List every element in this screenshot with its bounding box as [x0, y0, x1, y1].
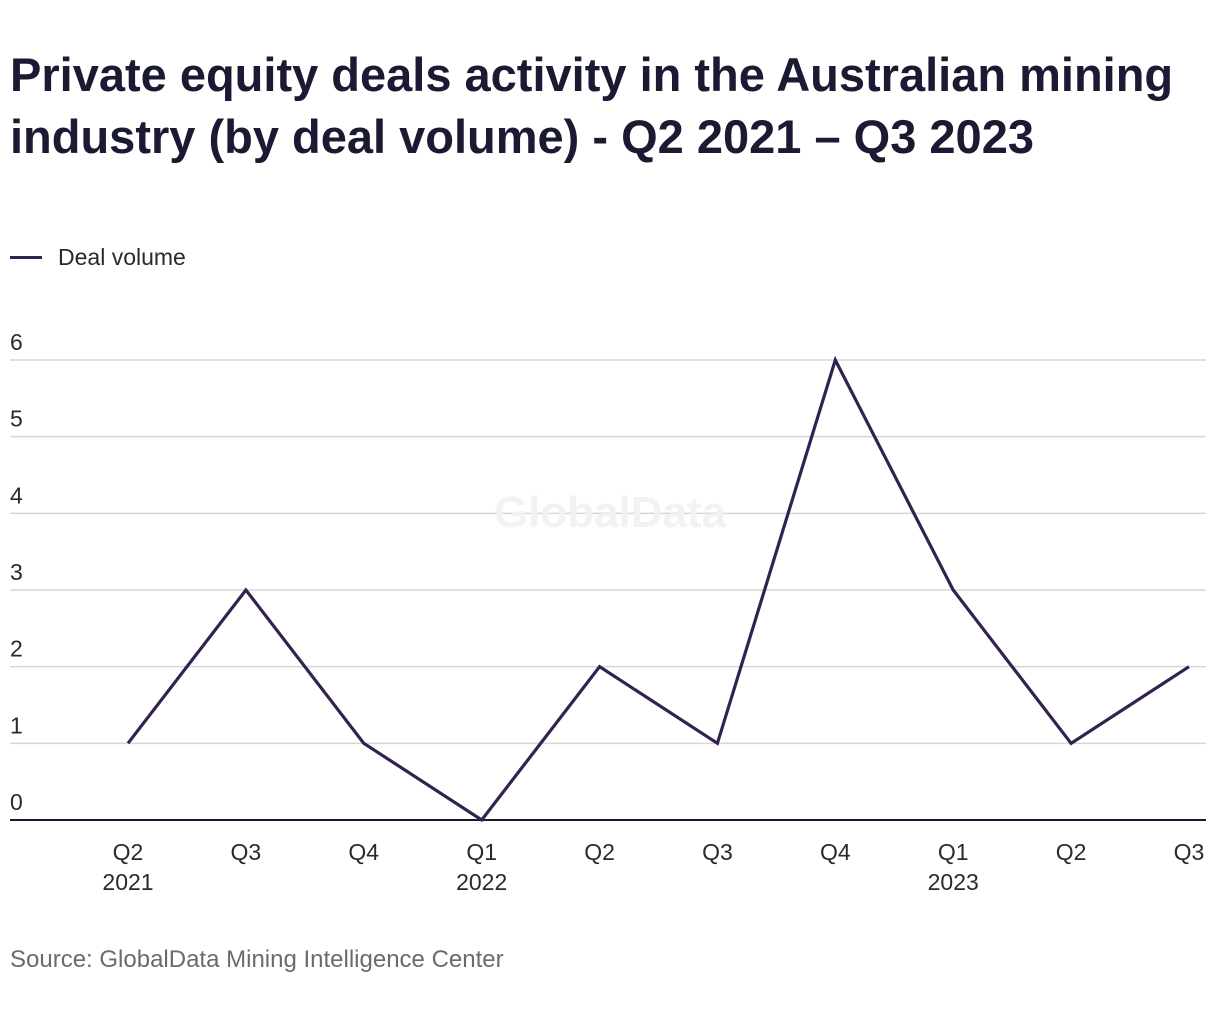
x-tick-label: Q2 — [584, 839, 615, 865]
x-tick-label: Q4 — [348, 839, 379, 865]
series-line — [126, 355, 1190, 823]
x-tick-label: 2023 — [928, 869, 979, 895]
y-tick-label: 5 — [10, 406, 23, 432]
x-tick-label: 2021 — [102, 869, 153, 895]
gridlines — [10, 359, 1206, 745]
x-tick-label: Q1 — [466, 839, 497, 865]
y-tick-label: 1 — [10, 712, 23, 738]
x-tick-label: Q2 — [1056, 839, 1087, 865]
legend-label: Deal volume — [58, 243, 186, 270]
x-tick-label: Q1 — [938, 839, 969, 865]
y-tick-label: 4 — [10, 482, 23, 508]
legend: Deal volume — [10, 242, 186, 272]
source-note: Source: GlobalData Mining Intelligence C… — [10, 946, 504, 973]
y-tick-label: 2 — [10, 636, 23, 662]
y-tick-label: 6 — [10, 329, 23, 355]
chart-title: Private equity deals activity in the Aus… — [10, 48, 1174, 163]
x-tick-label: 2022 — [456, 869, 507, 895]
x-tick-label: Q3 — [231, 839, 262, 865]
x-axis: Q2 2021 Q3 Q4 Q1 2022 Q2 Q3 Q4 Q1 2023 Q2 Q3 — [102, 839, 1204, 895]
x-tick-label: Q2 — [113, 839, 144, 865]
y-tick-label: 3 — [10, 559, 23, 585]
y-tick-label: 0 — [10, 789, 23, 815]
series-deal-volume — [126, 355, 1190, 823]
watermark: GlobalData — [494, 488, 727, 537]
y-axis: 0 1 2 3 4 5 6 — [10, 329, 23, 815]
x-tick-label: Q3 — [702, 839, 733, 865]
x-tick-label: Q4 — [820, 839, 851, 865]
legend-swatch — [10, 255, 42, 259]
x-tick-label: Q3 — [1174, 839, 1205, 865]
